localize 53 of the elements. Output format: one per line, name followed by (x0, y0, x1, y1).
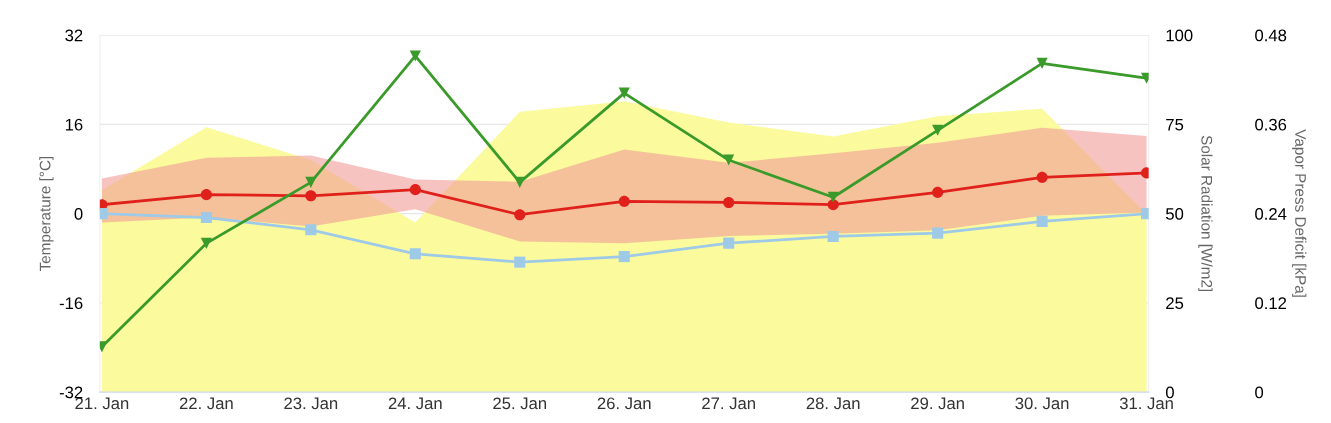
point (200, 211, 212, 224)
point (200, 237, 212, 249)
x-tick-label: 27. Jan (702, 397, 755, 410)
x-tick-label: 26. Jan (597, 397, 651, 410)
point (514, 209, 526, 221)
y-tick-label: 16 (65, 118, 83, 131)
point (409, 184, 421, 196)
point (1036, 171, 1048, 183)
y3-tick-label: 0.36 (1255, 118, 1287, 131)
x-tick-label: 29. Jan (911, 397, 964, 410)
y3-tick-label: 0.48 (1255, 29, 1287, 42)
point (618, 251, 630, 263)
y2-tick-label: 75 (1166, 118, 1184, 131)
point (409, 248, 421, 260)
point (723, 237, 735, 249)
y2-tick-label: 50 (1165, 208, 1184, 220)
point (827, 230, 839, 243)
x-tick-label: 23. Jan (284, 397, 338, 410)
x-tick-label: 30. Jan (1015, 397, 1069, 410)
point (827, 191, 839, 203)
y-axis-title: Temperature [°C] (39, 156, 54, 272)
y2-axis-title: Solar Radiation [W/m2] (1198, 135, 1213, 292)
point (514, 256, 526, 268)
x-tick-label: 28. Jan (806, 397, 860, 410)
x-tick-label: 22. Jan (179, 397, 233, 410)
x-tick-label: 25. Jan (493, 397, 547, 410)
y2-tick-label: 25 (1166, 297, 1184, 310)
point (305, 224, 317, 236)
point (932, 186, 944, 198)
y-tick-label: -16 (59, 297, 83, 310)
point (200, 189, 212, 201)
point (932, 124, 944, 136)
y3-tick-label: 0 (1255, 386, 1264, 399)
x-tick-label: 31. Jan (1119, 397, 1173, 410)
point (723, 196, 735, 209)
point (305, 176, 317, 188)
y-tick-label: 32 (65, 29, 83, 42)
point (932, 227, 944, 239)
x-tick-label: 21. Jan (75, 397, 129, 410)
x-tick-label: 24. Jan (388, 397, 442, 410)
y2-tick-label: 100 (1166, 29, 1193, 42)
point (827, 199, 839, 211)
point (409, 50, 421, 62)
point (618, 195, 630, 207)
y3-axis-title: Vapor Press Deficit [kPa] (1292, 129, 1307, 297)
point (305, 190, 317, 202)
y-tick-label: -32 (59, 386, 83, 399)
point (1036, 215, 1048, 227)
y-tick-label: 0 (74, 208, 83, 220)
point (1036, 57, 1048, 69)
y2-tick-label: 0 (1165, 386, 1174, 399)
y3-tick-label: 0.12 (1255, 297, 1287, 310)
y3-tick-label: 0.24 (1255, 208, 1287, 220)
